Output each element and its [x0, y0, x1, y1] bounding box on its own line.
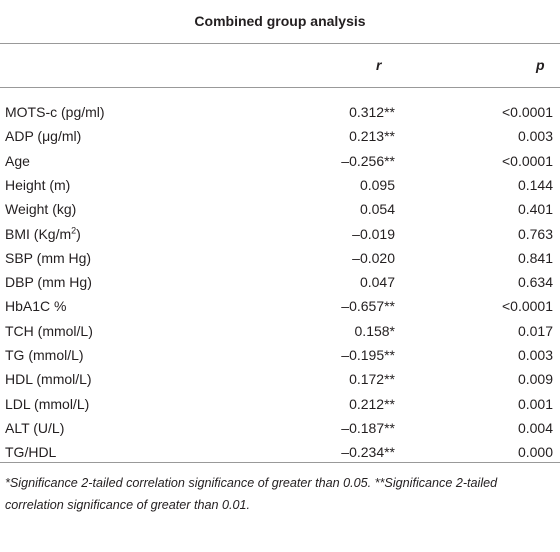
p-value: 0.003 — [517, 347, 553, 363]
footnote: *Significance 2-tailed correlation signi… — [5, 476, 498, 512]
table-title: Combined group analysis — [0, 0, 560, 44]
row-label: TG/HDL — [5, 444, 57, 461]
p-value: <0.0001 — [502, 152, 553, 169]
p-value: <0.0001 — [502, 298, 553, 315]
row-label: TG (mmol/L) — [5, 347, 84, 363]
table-row: LDL (mmol/L) 0.212** 0.001 — [0, 392, 560, 416]
p-value: 0.001 — [517, 395, 553, 412]
p-value: 0.009 — [517, 371, 553, 388]
r-value: –0.234** — [341, 444, 395, 461]
row-label: SBP (mm Hg) — [5, 249, 92, 266]
row-label: DBP (mm Hg) — [5, 274, 92, 291]
p-value: 0.003 — [517, 128, 553, 145]
p-value: 0.144 — [517, 176, 553, 193]
table-row: Weight (kg) 0.054 0.401 — [0, 197, 560, 221]
r-value: 0.158* — [354, 322, 395, 339]
r-value: –0.020 — [352, 249, 395, 266]
p-value: 0.841 — [517, 249, 553, 266]
row-label: TCH (mmol/L) — [5, 322, 93, 339]
p-value: <0.0001 — [502, 104, 553, 120]
table-row: Age –0.256** <0.0001 — [0, 149, 560, 173]
table-row: BMI (Kg/m2) –0.019 0.763 — [0, 222, 560, 246]
header-row: r p — [0, 44, 560, 88]
bottom-rule — [0, 462, 560, 463]
r-value: 0.213** — [349, 128, 395, 145]
header-r: r — [376, 57, 382, 73]
p-value: 0.000 — [517, 444, 553, 461]
table-row: TCH (mmol/L) 0.158* 0.017 — [0, 319, 560, 343]
label-text: ) — [76, 225, 81, 242]
row-label: ALT (U/L) — [5, 419, 65, 436]
r-value: 0.212** — [349, 395, 395, 412]
r-value: –0.187** — [341, 419, 395, 436]
row-label: LDL (mmol/L) — [5, 395, 90, 412]
table-row: TG/HDL –0.234** 0.000 — [0, 440, 560, 464]
row-label: BMI (Kg/m2) — [5, 222, 81, 246]
p-value: 0.763 — [517, 225, 553, 242]
table-row: ALT (U/L) –0.187** 0.004 — [0, 416, 560, 440]
header-p: p — [536, 57, 545, 73]
row-label: Weight (kg) — [5, 201, 77, 218]
p-value: 0.634 — [517, 274, 553, 291]
row-label: ADP (μg/ml) — [5, 128, 82, 145]
row-label: HDL (mmol/L) — [5, 371, 92, 388]
row-label: Age — [5, 152, 30, 169]
table-row: SBP (mm Hg) –0.020 0.841 — [0, 246, 560, 270]
p-value: 0.004 — [517, 419, 553, 436]
table-row: TG (mmol/L) –0.195** 0.003 — [0, 343, 560, 367]
row-label: HbA1C % — [5, 298, 67, 315]
r-value: 0.095 — [359, 176, 395, 193]
r-value: –0.195** — [341, 347, 395, 363]
table-row: HDL (mmol/L) 0.172** 0.009 — [0, 367, 560, 391]
r-value: –0.657** — [341, 298, 395, 315]
table-row: HbA1C % –0.657** <0.0001 — [0, 294, 560, 318]
r-value: 0.047 — [359, 274, 395, 291]
r-value: 0.172** — [349, 371, 395, 388]
p-value: 0.401 — [517, 201, 553, 218]
table-row: DBP (mm Hg) 0.047 0.634 — [0, 270, 560, 294]
r-value: 0.312** — [349, 104, 395, 120]
table-row: MOTS-c (pg/ml) 0.312** <0.0001 — [0, 100, 560, 124]
row-label: MOTS-c (pg/ml) — [5, 104, 105, 120]
label-sup: 2 — [71, 224, 77, 235]
row-label: Height (m) — [5, 176, 71, 193]
label-text: BMI (Kg/m — [5, 225, 72, 242]
table-row: ADP (μg/ml) 0.213** 0.003 — [0, 124, 560, 148]
p-value: 0.017 — [517, 322, 553, 339]
r-value: –0.019 — [352, 225, 395, 242]
r-value: –0.256** — [341, 152, 395, 169]
r-value: 0.054 — [359, 201, 395, 218]
table-row: Height (m) 0.095 0.144 — [0, 173, 560, 197]
